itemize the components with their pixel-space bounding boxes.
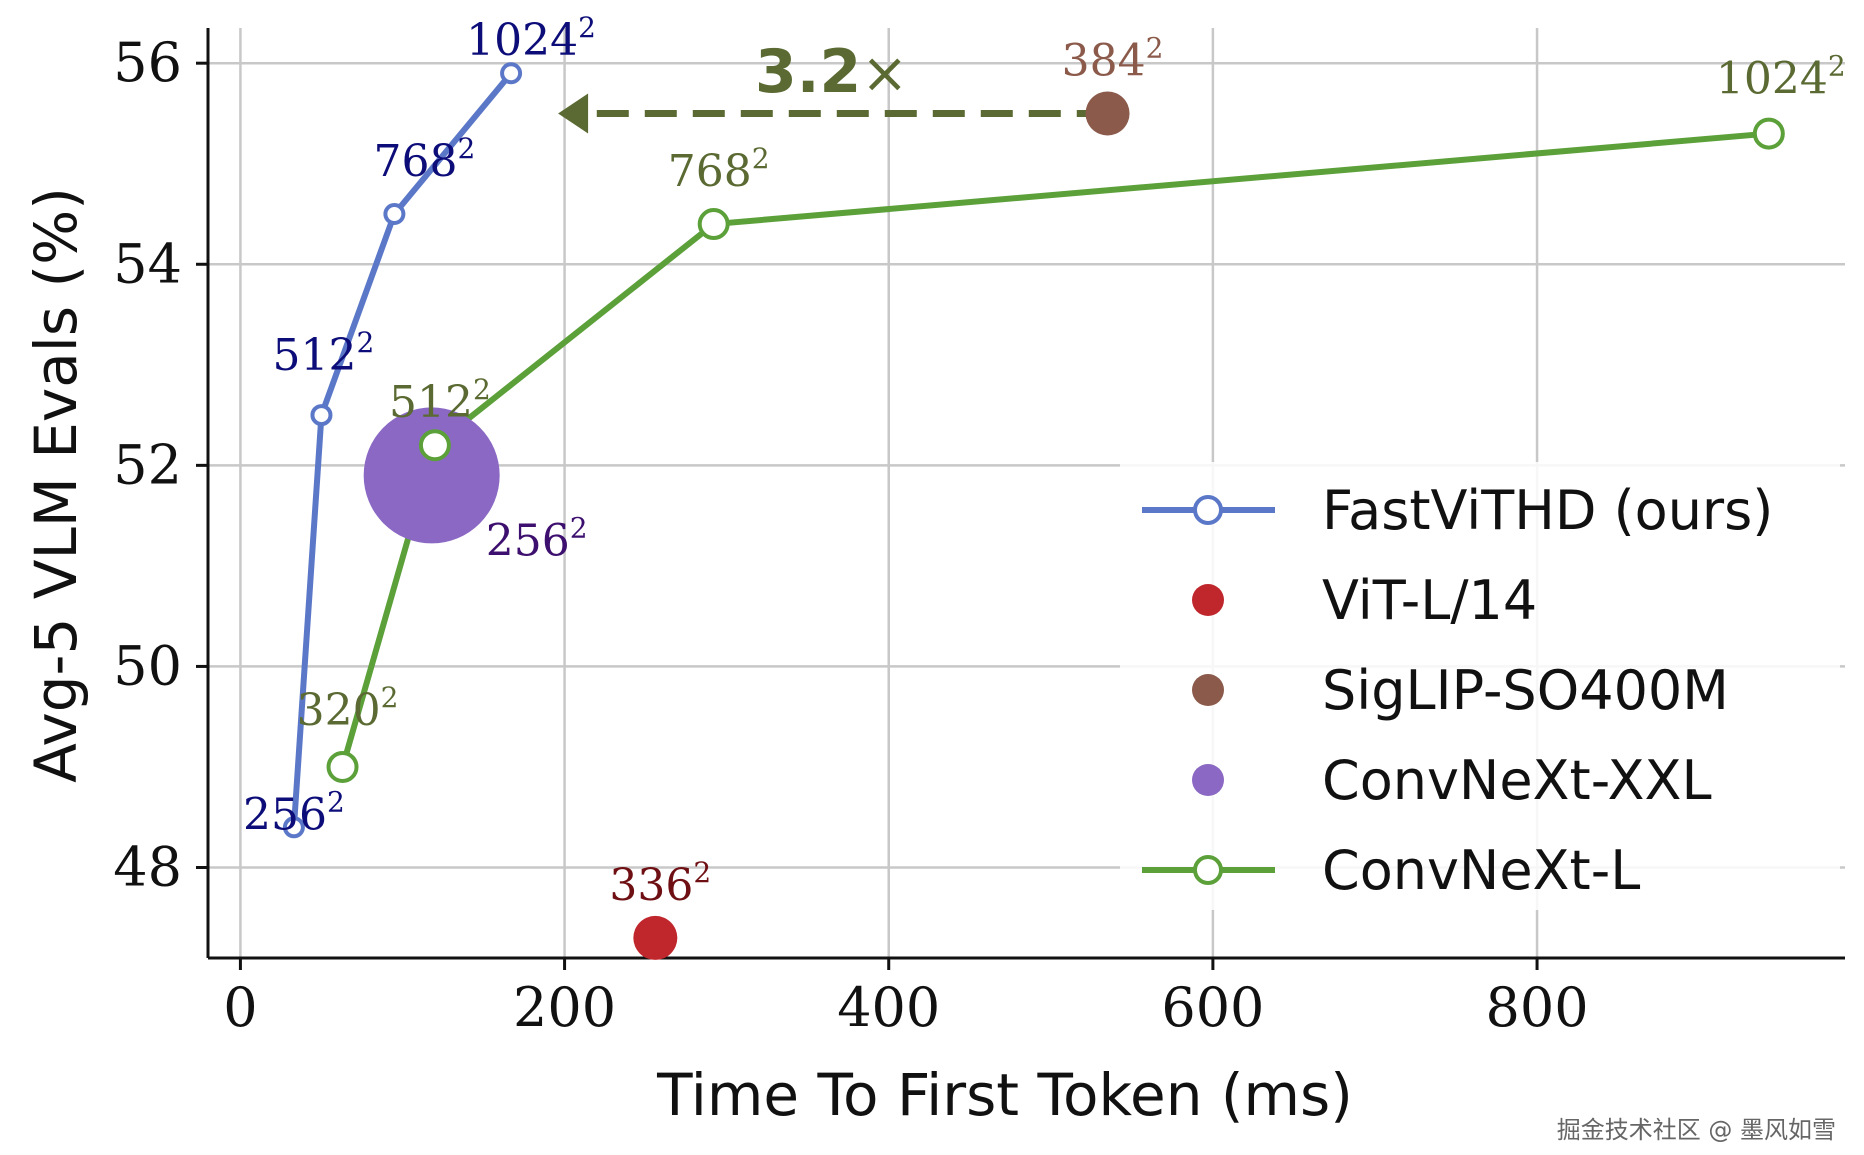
legend-label-vit-l-14: ViT-L/14 (1322, 569, 1537, 632)
x-axis-title: Time To First Token (ms) (656, 1061, 1353, 1129)
y-tick-label: 54 (113, 232, 182, 295)
y-axis-title: Avg-5 VLM Evals (%) (22, 187, 90, 783)
point-label-convnext-l: 7682 (668, 142, 770, 197)
marker-fastvithd-ours- (310, 404, 333, 427)
point-label-vit-l-14: 3362 (609, 856, 711, 911)
marker-convnext-l (418, 429, 451, 462)
legend-marker-vit-l-14 (1192, 584, 1224, 616)
watermark: 掘金技术社区 @ 墨风如雪 (1556, 1116, 1836, 1144)
speedup-label: 3.2× (755, 37, 908, 107)
x-tick-label: 200 (513, 976, 616, 1039)
point-label-fastvithd-ours-: 10242 (466, 11, 596, 66)
point-label-fastvithd-ours-: 5122 (273, 326, 375, 381)
marker-vit-l-14 (633, 915, 678, 960)
legend-label-fastvithd-ours-: FastViTHD (ours) (1322, 479, 1773, 542)
legend-marker-fastvithd-ours- (1193, 495, 1223, 525)
speedup-annotation: 3.2× (558, 37, 1109, 134)
x-tick-label: 0 (223, 976, 257, 1039)
speedup-arrow-head (558, 93, 589, 134)
point-label-fastvithd-ours-: 2562 (243, 785, 345, 840)
x-tick-label: 800 (1486, 976, 1589, 1039)
legend: FastViTHD (ours) ViT-L/14 SigLIP-SO400M Con… (1120, 462, 1840, 910)
legend-marker-convnext-xxl (1192, 764, 1224, 796)
marker-fastvithd-ours- (282, 816, 305, 839)
marker-convnext-xxl (363, 407, 500, 544)
point-label-fastvithd-ours-: 7682 (373, 132, 475, 187)
marker-convnext-l (326, 750, 359, 783)
point-label-convnext-l: 10242 (1716, 50, 1846, 105)
series-line-convnext-l (339, 130, 1770, 768)
x-tick-label: 600 (1161, 976, 1264, 1039)
marker-fastvithd-ours- (383, 203, 406, 225)
tick-labels: 0 200 400 600 800 48 50 52 54 56 (113, 31, 1588, 1039)
point-label-convnext-xxl: 2562 (486, 511, 588, 566)
legend-label-convnext-xxl: ConvNeXt-XXL (1322, 749, 1712, 812)
series-line-fastvithd-ours- (290, 71, 514, 828)
point-label-convnext-l: 5122 (389, 373, 491, 428)
y-tick-label: 48 (113, 836, 182, 899)
marker-fastvithd-ours- (500, 62, 523, 85)
legend-label-siglip-so400m: SigLIP-SO400M (1322, 659, 1729, 722)
legend-marker-siglip-so400m (1192, 674, 1224, 706)
y-tick-label: 52 (113, 433, 182, 496)
legend-label-convnext-l: ConvNeXt-L (1322, 839, 1640, 902)
marker-convnext-l (1752, 117, 1785, 150)
legend-marker-convnext-l (1193, 855, 1223, 885)
marker-siglip-so400m (1085, 91, 1130, 136)
y-tick-label: 56 (113, 31, 182, 94)
axes (206, 28, 1845, 960)
marker-convnext-l (697, 208, 730, 241)
data-series: 2562 5122 7682 10242 3362 3842 2562 3202 5122 768… (243, 11, 1846, 960)
point-label-convnext-l: 3202 (297, 681, 399, 736)
x-tick-label: 400 (837, 976, 940, 1039)
y-tick-label: 50 (113, 634, 182, 697)
legend-box (1120, 462, 1840, 910)
point-label-siglip-so400m: 3842 (1062, 31, 1164, 86)
